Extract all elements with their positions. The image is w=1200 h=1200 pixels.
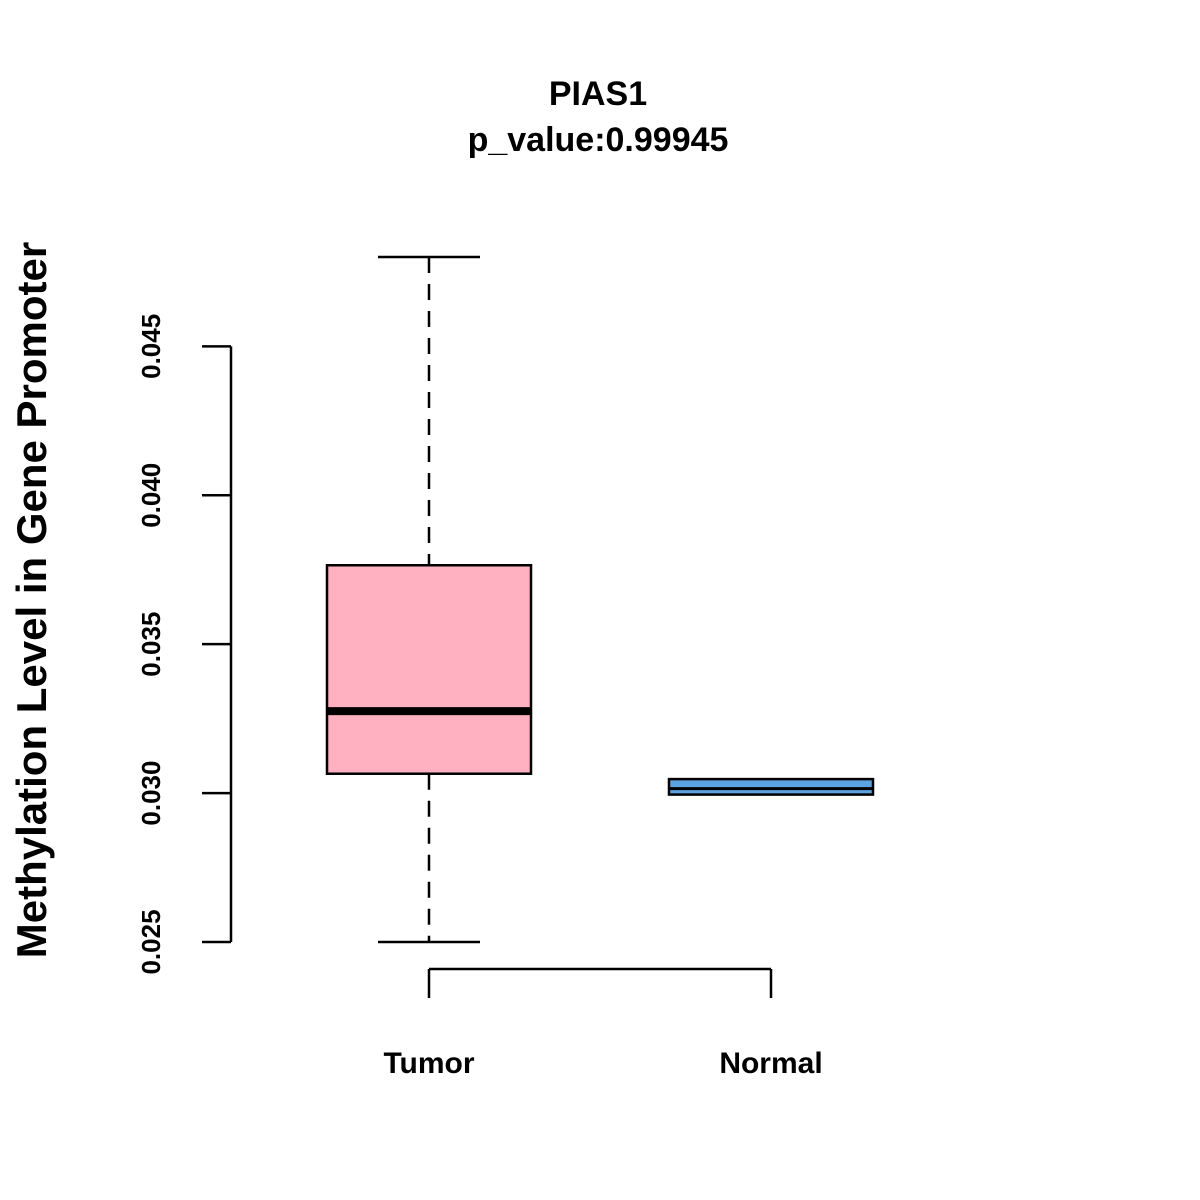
x-tick-label-tumor: Tumor [383, 1047, 474, 1080]
y-tick-label: 0.025 [136, 909, 166, 974]
box-group [325, 255, 875, 944]
x-axis [427, 967, 773, 998]
x-tick-label-normal: Normal [719, 1047, 822, 1080]
normal-box [667, 777, 875, 796]
y-axis-label: Methylation Level in Gene Promoter [8, 242, 55, 958]
tumor-box [325, 564, 533, 775]
chart-title: PIAS1 [549, 75, 647, 113]
chart-subtitle: p_value:0.99945 [468, 121, 729, 159]
y-axis: 0.025 0.030 0.035 0.040 0.045 [136, 314, 233, 975]
y-tick-label: 0.035 [136, 612, 166, 677]
y-tick-label: 0.045 [136, 314, 166, 379]
y-tick-label: 0.040 [136, 463, 166, 528]
y-tick-label: 0.030 [136, 761, 166, 826]
category-labels: Tumor Normal [383, 1047, 822, 1080]
